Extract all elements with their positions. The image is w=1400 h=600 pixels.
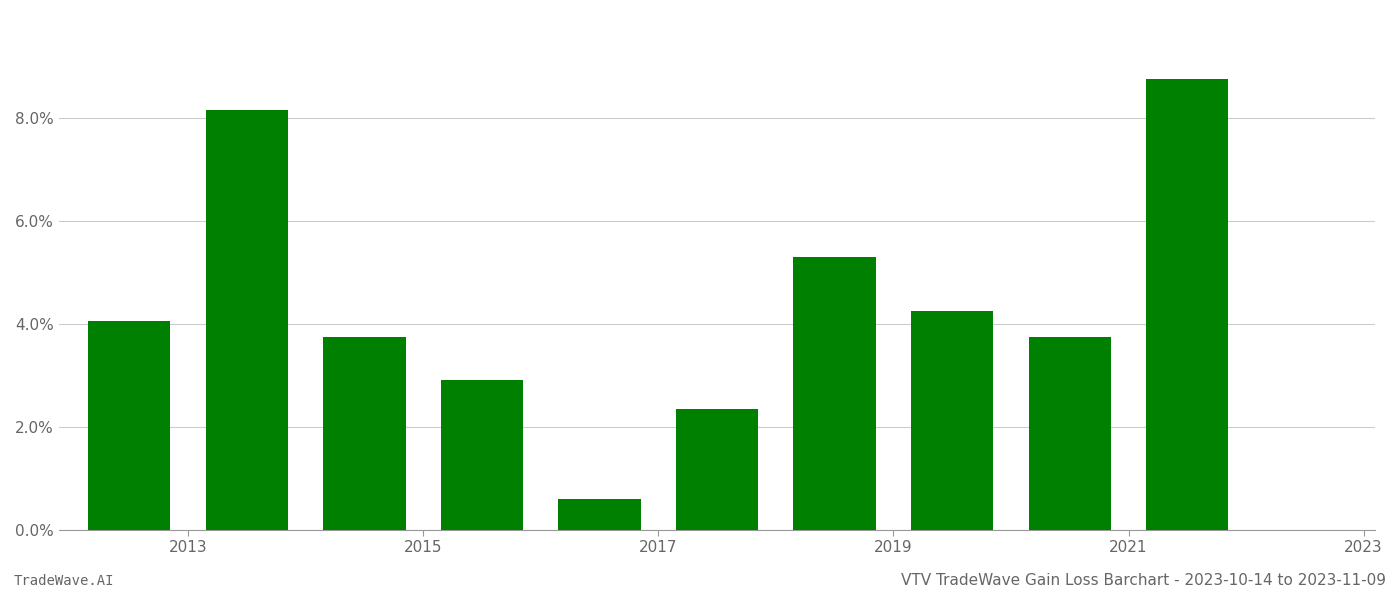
Bar [1029, 337, 1110, 530]
Bar [1147, 79, 1228, 530]
Bar [911, 311, 994, 530]
Bar [323, 337, 406, 530]
Bar [559, 499, 641, 530]
Bar [794, 257, 876, 530]
Text: TradeWave.AI: TradeWave.AI [14, 574, 115, 588]
Text: VTV TradeWave Gain Loss Barchart - 2023-10-14 to 2023-11-09: VTV TradeWave Gain Loss Barchart - 2023-… [902, 573, 1386, 588]
Bar [88, 321, 171, 530]
Bar [206, 110, 288, 530]
Bar [676, 409, 759, 530]
Bar [441, 380, 524, 530]
